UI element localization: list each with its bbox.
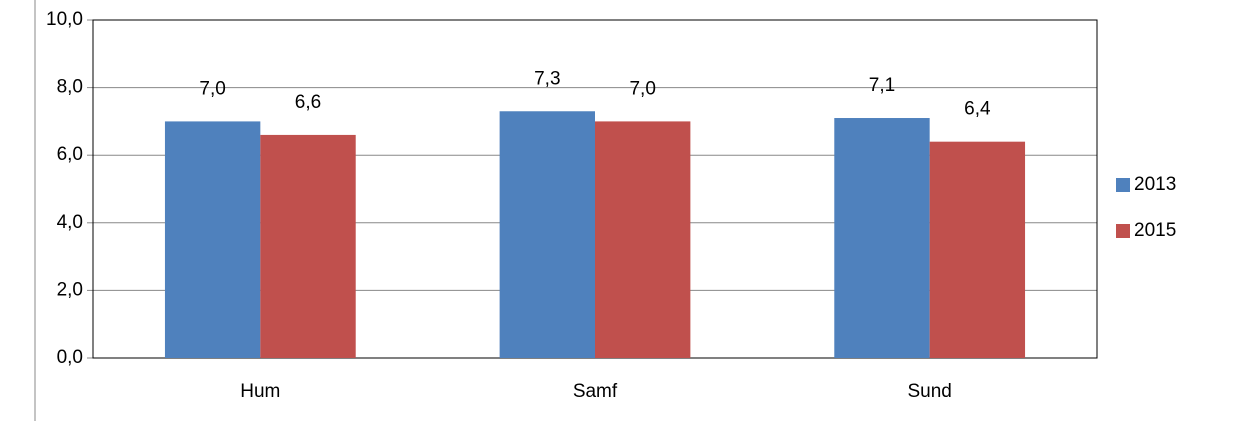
y-tick-label: 0,0	[57, 347, 83, 368]
bar	[260, 134, 356, 358]
legend-label: 2013	[1134, 174, 1176, 195]
y-tick-label: 2,0	[57, 279, 83, 300]
value-label: 6,4	[964, 99, 991, 120]
y-tick-label: 10,0	[46, 9, 83, 30]
value-label: 7,3	[534, 68, 560, 89]
y-tick-label: 6,0	[57, 144, 83, 165]
x-tick-label: Hum	[240, 381, 280, 402]
legend-swatch	[1116, 224, 1130, 238]
y-tick-label: 8,0	[57, 77, 83, 98]
x-tick-label: Sund	[907, 381, 951, 402]
y-tick-label: 4,0	[57, 212, 83, 233]
bar	[929, 141, 1026, 358]
bar	[164, 121, 261, 359]
bar	[834, 118, 930, 359]
x-tick-label: Samf	[573, 381, 618, 402]
value-label: 6,6	[295, 92, 321, 113]
value-label: 7,0	[629, 78, 655, 99]
bar	[499, 111, 595, 358]
value-label: 7,1	[869, 75, 895, 96]
value-label: 7,0	[199, 78, 225, 99]
bar	[595, 121, 691, 359]
legend-label: 2015	[1134, 220, 1176, 241]
legend-swatch	[1116, 178, 1130, 192]
